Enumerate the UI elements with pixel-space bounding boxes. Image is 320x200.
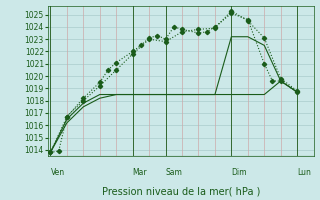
Text: Sam: Sam	[165, 168, 182, 177]
Text: Mar: Mar	[133, 168, 147, 177]
Text: Dim: Dim	[231, 168, 247, 177]
Text: Lun: Lun	[297, 168, 311, 177]
Text: Ven: Ven	[51, 168, 65, 177]
Text: Pression niveau de la mer( hPa ): Pression niveau de la mer( hPa )	[102, 186, 260, 196]
